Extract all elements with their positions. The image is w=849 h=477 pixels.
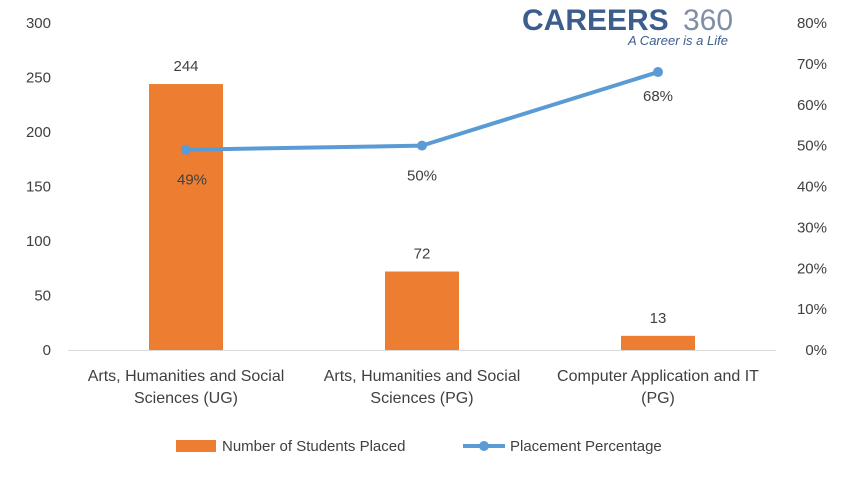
careers360-logo: CAREERS 360 A Career is a Life xyxy=(522,4,733,48)
line-point xyxy=(653,67,663,78)
line-series: 49% 50% 68% xyxy=(177,67,673,189)
right-tick-label: 50% xyxy=(797,138,827,155)
right-axis-ticks: 0% 10% 20% 30% 40% 50% 60% 70% 80% xyxy=(797,15,827,359)
right-tick-label: 10% xyxy=(797,301,827,318)
legend-line-marker xyxy=(479,441,489,451)
left-tick-label: 50 xyxy=(34,288,51,305)
left-tick-label: 150 xyxy=(26,179,51,196)
legend-line-label: Placement Percentage xyxy=(510,438,662,455)
bar-data-label: 13 xyxy=(650,310,667,327)
right-tick-label: 60% xyxy=(797,97,827,114)
category-label: Arts, Humanities and Social xyxy=(88,368,285,385)
bar xyxy=(621,335,695,350)
line-data-label: 50% xyxy=(407,168,437,185)
right-tick-label: 30% xyxy=(797,219,827,236)
category-label: Arts, Humanities and Social xyxy=(324,368,521,385)
category-label: Sciences (PG) xyxy=(370,390,473,407)
left-axis-ticks: 0 50 100 150 200 250 300 xyxy=(26,15,51,359)
category-labels: Arts, Humanities and Social Sciences (UG)… xyxy=(88,368,759,407)
category-label: (PG) xyxy=(641,390,675,407)
bar-data-label: 72 xyxy=(414,246,431,263)
category-label: Computer Application and IT xyxy=(557,368,759,385)
legend-bar-swatch xyxy=(176,440,216,452)
category-label: Sciences (UG) xyxy=(134,390,238,407)
bar-data-label: 244 xyxy=(173,58,198,75)
logo-wordmark: CAREERS xyxy=(522,4,669,37)
legend-bar-label: Number of Students Placed xyxy=(222,438,405,455)
line-point xyxy=(181,144,191,155)
bar xyxy=(385,271,459,350)
left-tick-label: 250 xyxy=(26,70,51,87)
right-tick-label: 0% xyxy=(805,342,827,359)
logo-tagline: A Career is a Life xyxy=(627,33,728,48)
left-tick-label: 200 xyxy=(26,124,51,141)
line-data-label: 49% xyxy=(177,172,207,189)
line-data-label: 68% xyxy=(643,88,673,105)
left-tick-label: 0 xyxy=(43,342,51,359)
legend: Number of Students Placed Placement Perce… xyxy=(176,438,662,455)
left-tick-label: 300 xyxy=(26,15,51,32)
logo-number: 360 xyxy=(683,4,733,37)
bar-series: 244 72 13 xyxy=(149,58,695,350)
line-point xyxy=(417,140,427,151)
right-tick-label: 40% xyxy=(797,179,827,196)
line-path xyxy=(185,70,659,152)
right-tick-label: 70% xyxy=(797,56,827,73)
right-tick-label: 20% xyxy=(797,260,827,277)
left-tick-label: 100 xyxy=(26,233,51,250)
right-tick-label: 80% xyxy=(797,15,827,32)
bar xyxy=(149,84,223,350)
